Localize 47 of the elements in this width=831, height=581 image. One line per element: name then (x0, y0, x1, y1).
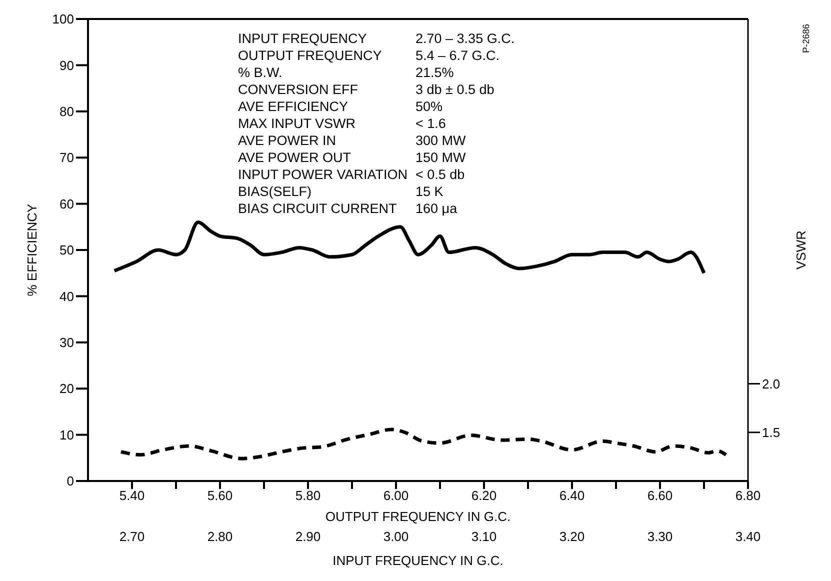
y-tick-label: 100 (52, 12, 74, 27)
line-series (119, 428, 728, 460)
y-tick-label: 70 (60, 150, 74, 166)
x-tick-label: 5.80 (295, 488, 321, 504)
text: MAX INPUT VSWR < 1.6 (238, 116, 446, 131)
y2-axis-title: VSWR (794, 230, 809, 270)
y-axis-title: % EFFICIENCY (24, 203, 40, 296)
y2-tick-label: 2.0 (762, 376, 780, 392)
annotation: INPUT POWER VARIATION < 0.5 db (238, 166, 466, 183)
x2-tick-label: 2.80 (207, 529, 233, 544)
x-axis-title: OUTPUT FREQUENCY IN G.C. (325, 509, 511, 524)
x2-axis-title: INPUT FREQUENCY IN G.C. (332, 553, 504, 568)
text: AVE POWER IN 300 MW (238, 133, 466, 148)
y-tick-label: 30 (60, 335, 74, 350)
x-tick-label: 6.00 (383, 488, 409, 504)
line-series (112, 220, 706, 275)
y-tick-label: 60 (60, 196, 74, 212)
y-tick-label: 20 (60, 381, 74, 396)
text: OUTPUT FREQUENCY 5.4 – 6.7 G.C. (238, 48, 500, 63)
x-tick-label: 6.20 (471, 488, 497, 504)
text: P-2686 (801, 24, 811, 54)
x2-tick-label: 3.00 (383, 529, 409, 544)
y-tick-label: 90 (60, 58, 74, 73)
text: AVE POWER OUT 150 MW (238, 150, 466, 165)
text: % B.W. 21.5% (238, 65, 454, 80)
y-tick-label: 10 (60, 427, 74, 442)
text: BIAS(SELF) 15 K (238, 184, 444, 199)
y-tick-label: 40 (60, 288, 74, 304)
text: CONVERSION EFF 3 db ± 0.5 db (238, 82, 494, 97)
text: BIAS CIRCUIT CURRENT 160 μa (238, 201, 458, 216)
x-tick-label: 6.80 (735, 488, 761, 504)
x2-tick-label: 2.90 (295, 529, 321, 544)
y2-tick-label: 1.5 (762, 424, 780, 440)
text: INPUT FREQUENCY 2.70 – 3.35 G.C. (238, 31, 515, 46)
x-tick-label: 6.40 (559, 488, 585, 504)
y-tick-label: 0 (66, 474, 74, 489)
x-tick-label: 6.60 (647, 488, 673, 504)
x-tick-label: 5.40 (119, 488, 145, 504)
text: AVE EFFICIENCY 50% (238, 99, 443, 114)
x2-tick-label: 3.30 (647, 529, 673, 544)
y-tick-label: 50 (60, 242, 74, 258)
x2-tick-label: 2.70 (119, 529, 145, 544)
x2-tick-label: 3.20 (559, 529, 585, 544)
x-tick-label: 5.60 (207, 488, 233, 504)
x2-tick-label: 3.40 (735, 529, 761, 544)
x2-tick-label: 3.10 (471, 529, 497, 544)
y-tick-label: 80 (60, 104, 74, 120)
